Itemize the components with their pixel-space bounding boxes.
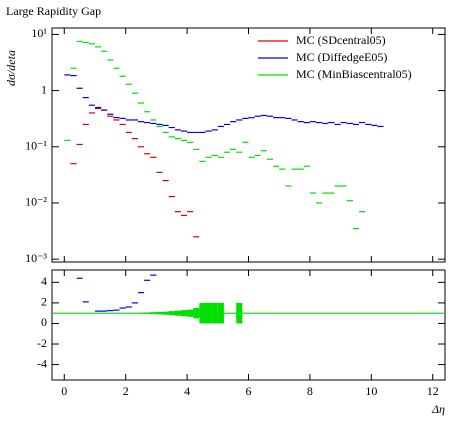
x-tick-label: 12 [427,384,439,398]
x-tick-label: 6 [246,384,252,398]
y-tick-label: 10¹ [31,26,47,40]
y-tick-label: 10⁻³ [25,251,47,265]
y-tick-label: 10⁻¹ [25,139,47,153]
x-tick-label: 0 [61,384,67,398]
y-axis-label: dσ/deta [4,50,18,86]
y-tick-label: 1 [41,82,47,96]
y-tick-label: 10⁻² [25,195,47,209]
y-tick-label: 0 [41,315,47,329]
y-tick-label: 4 [41,274,47,288]
x-axis-label: Δη [431,402,445,416]
legend-label: MC (DiffedgeE05) [296,50,387,64]
y-tick-label: 2 [41,295,47,309]
x-tick-label: 8 [307,384,313,398]
x-tick-label: 2 [123,384,129,398]
legend-label: MC (MinBiascentral05) [296,67,412,81]
plot-frame [51,269,446,381]
legend-label: MC (SDcentral05) [296,33,386,47]
y-tick-label: -2 [37,336,47,350]
y-tick-label: -4 [37,356,47,370]
x-tick-label: 10 [365,384,377,398]
chart-title: Large Rapidity Gap [6,4,101,18]
x-tick-label: 4 [184,384,190,398]
